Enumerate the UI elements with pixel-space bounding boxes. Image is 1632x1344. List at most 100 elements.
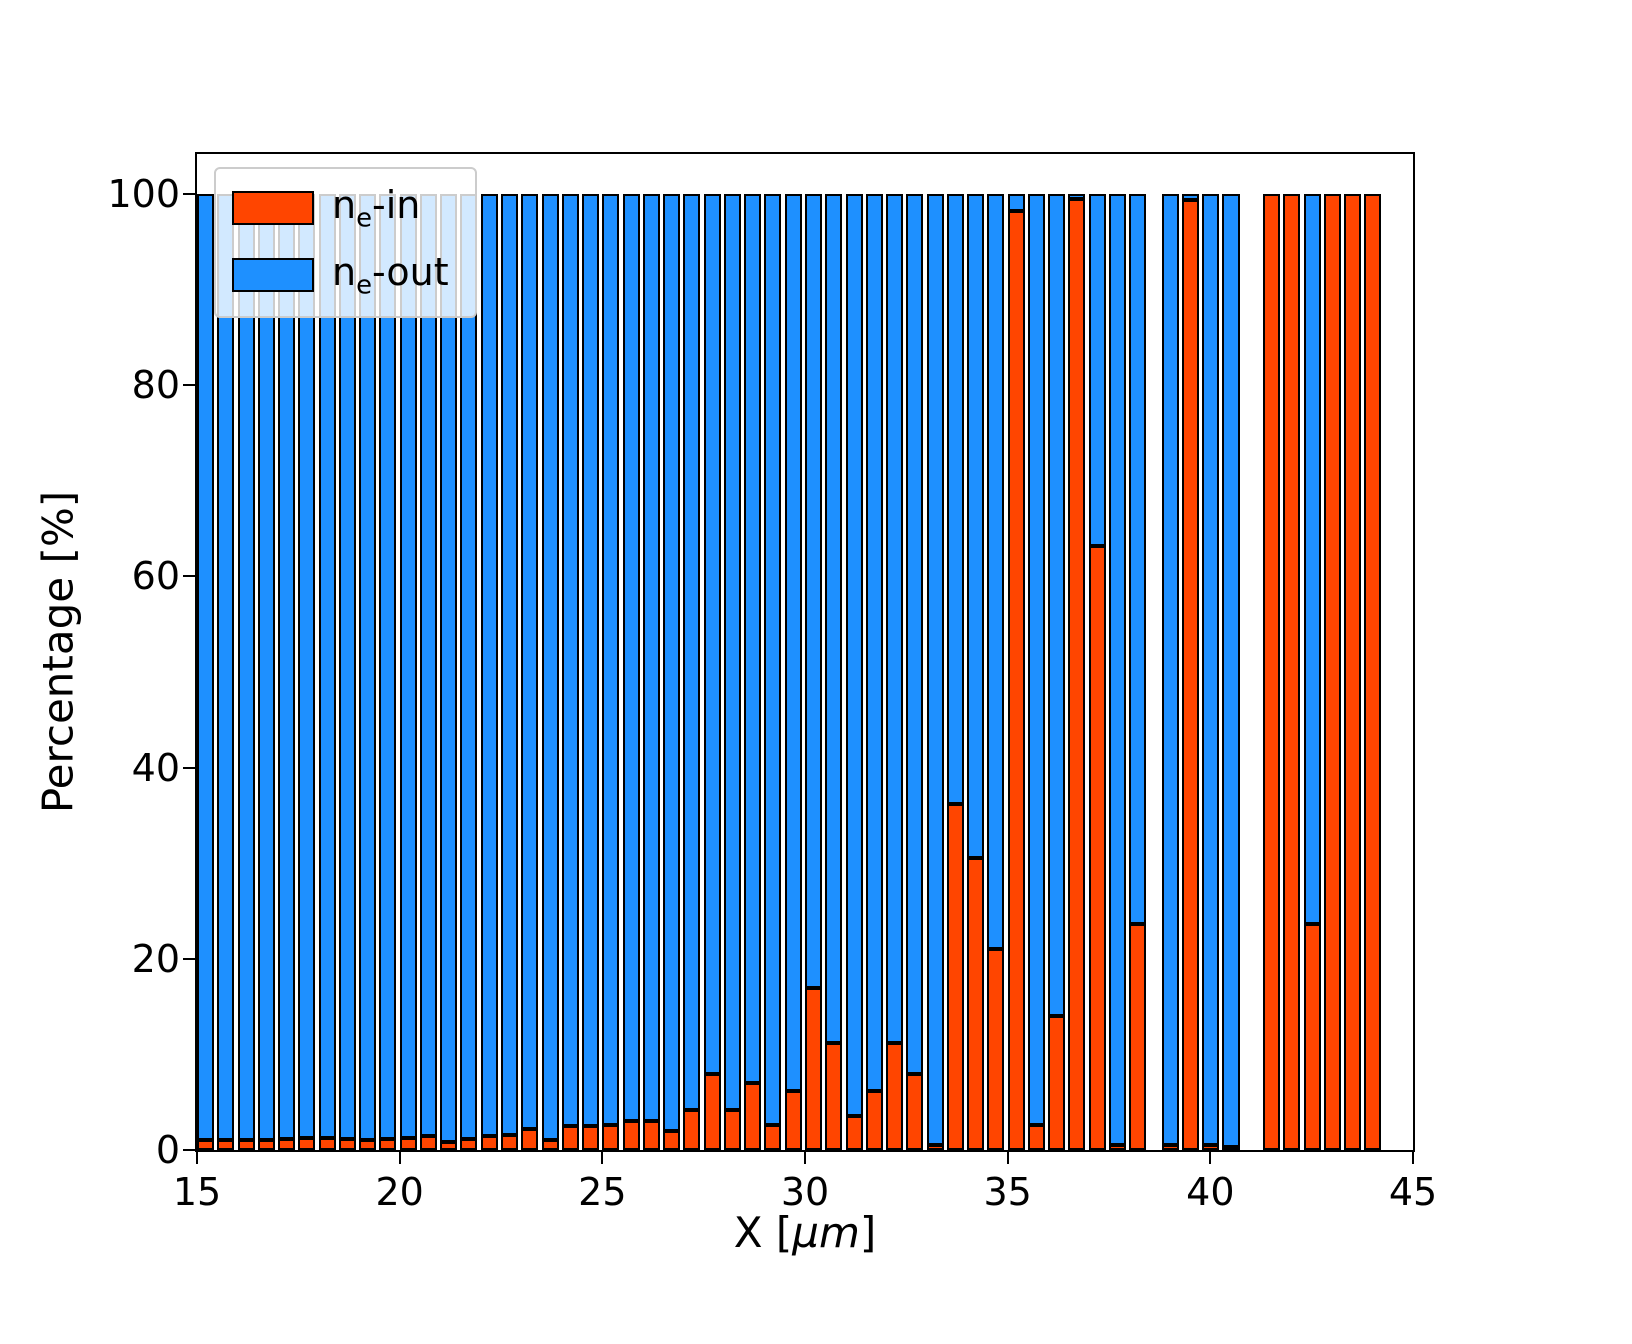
bar-segment-ne-out — [642, 194, 660, 1122]
bar-segment-ne-out — [703, 194, 721, 1074]
stacked-bar — [399, 194, 417, 1150]
stacked-bar — [1068, 194, 1086, 1150]
bar-segment-ne-in — [744, 1083, 762, 1150]
bar-segment-ne-in — [257, 1140, 275, 1150]
bar-segment-ne-in — [1303, 924, 1321, 1150]
stacked-bar — [967, 194, 985, 1150]
bar-segment-ne-in — [1263, 194, 1281, 1150]
stacked-bar — [379, 194, 397, 1150]
bar-segment-ne-in — [1364, 194, 1382, 1150]
stacked-bar — [723, 194, 741, 1150]
bar-segment-ne-out — [521, 194, 539, 1129]
stacked-bar — [825, 194, 843, 1150]
stacked-bar — [298, 194, 316, 1150]
stacked-bar — [683, 194, 701, 1150]
bar-segment-ne-in — [845, 1115, 863, 1150]
bar-segment-ne-out — [926, 194, 944, 1146]
stacked-bar — [1344, 194, 1362, 1150]
bar-segment-ne-out — [460, 194, 478, 1139]
bar-segment-ne-out — [865, 194, 883, 1091]
bar-segment-ne-out — [1088, 194, 1106, 546]
bar-segment-ne-out — [480, 194, 498, 1136]
stacked-bar — [561, 194, 579, 1150]
bar-segment-ne-out — [359, 194, 377, 1141]
bar-segment-ne-out — [318, 194, 336, 1138]
bar-segment-ne-in — [1088, 545, 1106, 1150]
stacked-bar — [784, 194, 802, 1150]
x-tick-label: 35 — [983, 1170, 1032, 1214]
stacked-bar — [278, 194, 296, 1150]
legend-label-ne-in: ne-in — [332, 183, 421, 234]
stacked-bar — [1202, 194, 1220, 1150]
stacked-bar — [1007, 194, 1025, 1150]
bar-segment-ne-in — [926, 1145, 944, 1150]
stacked-bar — [1088, 194, 1106, 1150]
y-tick — [183, 575, 195, 578]
stacked-bar — [764, 194, 782, 1150]
x-tick-label: 40 — [1186, 1170, 1235, 1214]
bar-segment-ne-out — [1027, 194, 1045, 1126]
legend: ne-in ne-out — [214, 167, 477, 319]
bar-segment-ne-out — [501, 194, 519, 1135]
bar-segment-ne-in — [663, 1130, 681, 1150]
stacked-bar — [501, 194, 519, 1150]
stacked-bar — [318, 194, 336, 1150]
bar-segment-ne-out — [663, 194, 681, 1131]
stacked-bar — [703, 194, 721, 1150]
bar-segment-ne-in — [237, 1140, 255, 1150]
y-tick-label: 20 — [131, 936, 180, 981]
stacked-bar — [845, 194, 863, 1150]
bar-segment-ne-in — [338, 1139, 356, 1150]
bar-segment-ne-in — [1202, 1145, 1220, 1150]
bar-segment-ne-out — [399, 194, 417, 1138]
y-tick — [183, 766, 195, 769]
bar-segment-ne-out — [278, 194, 296, 1139]
bar-segment-ne-out — [237, 194, 255, 1141]
y-tick-label: 60 — [131, 554, 180, 599]
bar-segment-ne-in — [1344, 194, 1362, 1150]
bar-segment-ne-out — [1181, 194, 1199, 200]
stacked-bar — [865, 194, 883, 1150]
bar-segment-ne-out — [338, 194, 356, 1140]
bar-segment-ne-in — [764, 1125, 782, 1150]
stacked-bar — [1161, 194, 1179, 1150]
stacked-bar — [1222, 194, 1240, 1152]
y-axis-label: Percentage [%] — [33, 490, 83, 814]
x-axis-label-prefix: X [ — [733, 1208, 793, 1257]
stacked-bar — [217, 194, 235, 1150]
bar-segment-ne-in — [379, 1138, 397, 1150]
bar-segment-ne-in — [521, 1128, 539, 1150]
bar-segment-ne-in — [298, 1137, 316, 1150]
bar-segment-ne-in — [541, 1140, 559, 1150]
stacked-bar — [237, 194, 255, 1150]
bar-segment-ne-out — [744, 194, 762, 1084]
stacked-bar — [1181, 194, 1199, 1150]
x-tick — [804, 1152, 806, 1164]
stacked-bar — [460, 194, 478, 1150]
bar-segment-ne-out — [197, 194, 215, 1141]
x-tick — [196, 1152, 198, 1164]
legend-swatch-ne-in — [232, 191, 314, 226]
bar-segment-ne-in — [1048, 1016, 1066, 1150]
x-tick-label: 45 — [1388, 1170, 1438, 1214]
bar-segment-ne-in — [1068, 198, 1086, 1150]
stacked-bar — [1283, 194, 1301, 1150]
stacked-bar — [744, 194, 762, 1150]
bar-segment-ne-out — [1303, 194, 1321, 925]
bar-segment-ne-out — [582, 194, 600, 1127]
bar-segment-ne-in — [217, 1140, 235, 1150]
stacked-bar — [602, 194, 620, 1150]
bar-segment-ne-in — [1323, 194, 1341, 1150]
stacked-bar — [1364, 194, 1382, 1150]
y-tick — [183, 193, 195, 196]
bar-segment-ne-in — [460, 1138, 478, 1150]
bar-segment-ne-in — [723, 1109, 741, 1150]
x-tick — [398, 1152, 401, 1164]
bar-segment-ne-in — [784, 1090, 802, 1150]
bar-segment-ne-in — [967, 857, 985, 1150]
bar-segment-ne-out — [1202, 194, 1220, 1146]
bar-segment-ne-in — [1007, 211, 1025, 1150]
bar-segment-ne-out — [987, 194, 1005, 950]
bar-segment-ne-out — [1161, 194, 1179, 1146]
